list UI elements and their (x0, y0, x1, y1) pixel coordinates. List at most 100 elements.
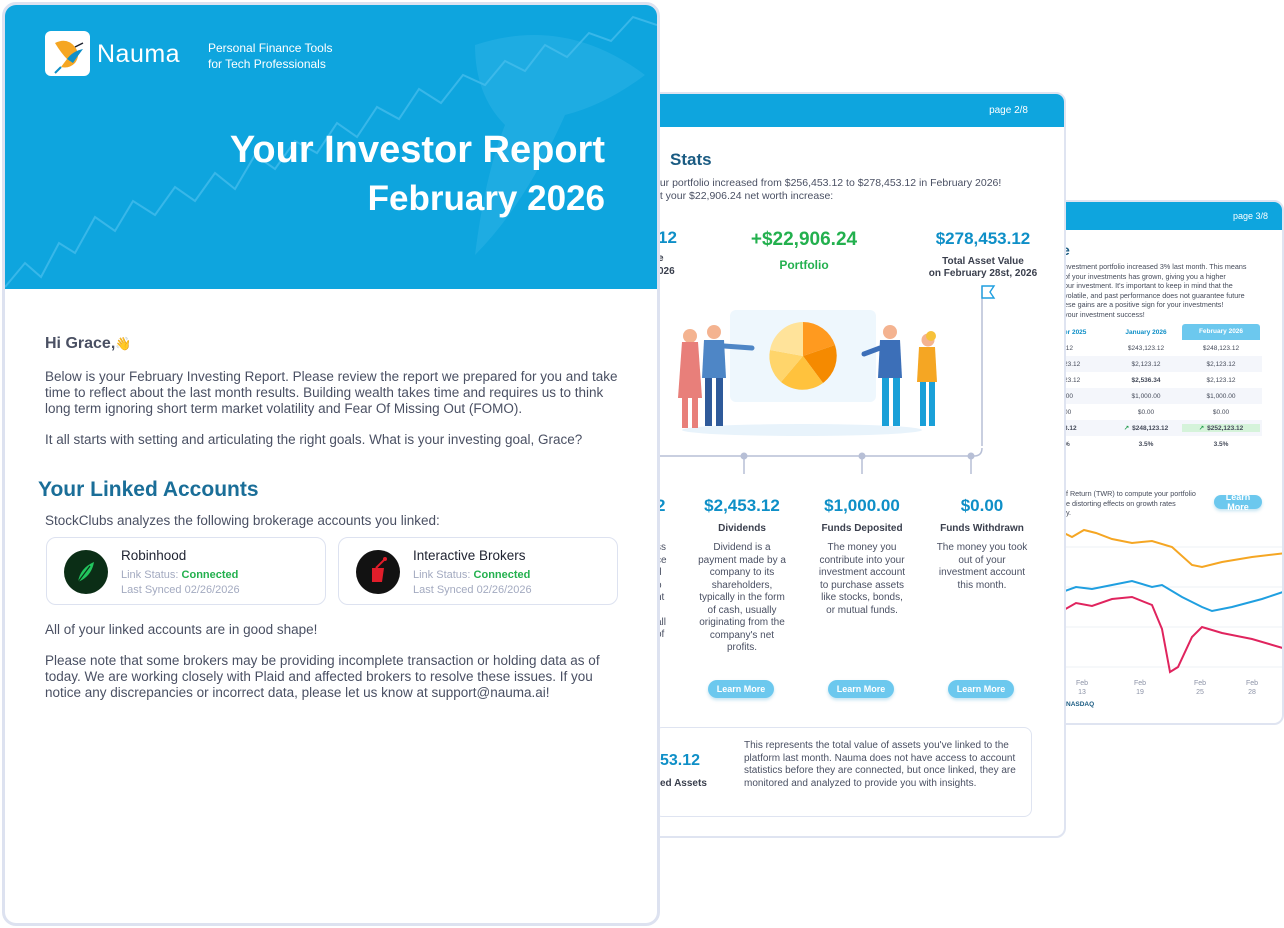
broker-card-interactive-brokers[interactable]: Interactive Brokers Link Status: Connect… (338, 537, 618, 605)
feather-icon (77, 562, 94, 583)
broker-data-note: Please note that some brokers may be pro… (45, 653, 600, 700)
greeting-text: Hi Grace, (45, 335, 116, 352)
tagline-line: Personal Finance Tools (208, 41, 333, 55)
stat-label: e (658, 253, 664, 264)
funds-deposited-learn-more-button[interactable]: Learn More (828, 680, 894, 698)
performance-line-chart (1062, 528, 1282, 674)
table-cell: $243,123.12 (1127, 344, 1165, 352)
stat-value: +$22,906.24 (750, 229, 858, 250)
trend-up-icon: ↗ (1123, 425, 1130, 432)
portfolio-illustration (642, 285, 996, 474)
table-header-row: er 2025 January 2026 February 2026 (1060, 324, 1262, 340)
monthly-comparison-table: er 2025 January 2026 February 2026 .12 $… (1060, 324, 1262, 452)
table-cell: $1,000.00 (1206, 392, 1236, 400)
interactive-brokers-logo (356, 550, 400, 594)
linked-assets-label: ed Assets (660, 778, 707, 789)
subtitle-line: our portfolio increased from $256,453.12… (654, 177, 1002, 189)
linked-accounts-title: Your Linked Accounts (38, 478, 259, 501)
goals-paragraph: It all starts with setting and articulat… (45, 432, 583, 447)
stat-column-left-fragment: 2 (656, 496, 665, 516)
report-title: Your Investor Report (229, 129, 605, 171)
table-cell: % (1064, 440, 1070, 448)
brand-tagline: Personal Finance Tools for Tech Professi… (208, 41, 333, 72)
table-cell: 3.5% (1138, 440, 1154, 448)
table-cell: .12 (1064, 344, 1074, 352)
pie-chart-graphic (769, 322, 837, 390)
table-cell: $248,123.12 (1202, 344, 1240, 352)
broker-last-synced: Last Synced 02/26/2026 (413, 584, 532, 596)
stat-label: Portfolio (779, 258, 829, 272)
page-2-label: page 2/8 (989, 105, 1028, 116)
broker-last-synced: Last Synced 02/26/2026 (121, 584, 240, 596)
paragraph-line: our investment. It's important to keep i… (1064, 281, 1233, 291)
table-header-cell: January 2026 (1125, 328, 1167, 336)
chart-legend-nasdaq: NASDAQ (1066, 701, 1095, 708)
stat-value: 12 (658, 228, 677, 247)
stat-value: 2 (656, 496, 666, 515)
table-cell: ↗ $248,123.12 (1110, 424, 1182, 432)
dividends-learn-more-button[interactable]: Learn More (708, 680, 774, 698)
paragraph-line: ey. (1062, 508, 1072, 518)
stat-label: 026 (658, 266, 675, 277)
intro-paragraph: Below is your February Investing Report.… (45, 369, 618, 416)
page-3-paragraph: nvestment portfolio increased 3% last mo… (1064, 262, 1276, 320)
table-row: 23.12 $2,123.12 $2,123.12 (1060, 356, 1262, 372)
broker-link-status: Link Status: Connected (413, 569, 531, 581)
stat-value: $0.00 (960, 496, 1004, 515)
page-3-label: page 3/8 (1232, 211, 1268, 221)
report-page-2: page 2/8 Stats our portfolio increased f… (640, 92, 1066, 838)
twr-paragraph: of Return (TWR) to compute your portfoli… (1062, 489, 1202, 518)
series-line-orange (1062, 528, 1282, 569)
table-row: % 3.5% 3.5% (1060, 436, 1262, 452)
flag-icon (981, 285, 996, 299)
funds-deposited-description: The money you contribute into your inves… (818, 542, 906, 616)
stat-funds-deposited: $1,000.00 Funds Deposited (808, 496, 916, 534)
stat-label: on February 28st, 2026 (928, 268, 1038, 279)
paragraph-line: he distorting effects on growth rates (1062, 498, 1176, 508)
stat-label: Funds Withdrawn (940, 523, 1024, 534)
table-row: .00 $1,000.00 $1,000.00 (1060, 388, 1262, 404)
table-row: .12 $243,123.12 $248,123.12 (1060, 340, 1262, 356)
table-cell: $2,123.12 (1206, 360, 1236, 368)
tagline-line: for Tech Professionals (208, 56, 326, 71)
table-row: 00 $0.00 $0.00 (1060, 404, 1262, 420)
series-line-red (1062, 595, 1282, 674)
page-2-subtitle: our portfolio increased from $256,453.12… (654, 177, 1054, 203)
status-badge: Connected (181, 569, 239, 581)
greeting: Hi Grace,👋 (45, 335, 131, 353)
trend-up-icon: ↗ (1198, 425, 1205, 432)
x-axis-tick: Feb 19 (1133, 680, 1147, 696)
ib-logo-icon (372, 557, 387, 582)
x-axis-tick: Feb 28 (1245, 680, 1259, 696)
table-cell: ↗ $252,123.12 (1182, 424, 1260, 432)
table-cell: 23.12 (1064, 360, 1081, 368)
people-left-graphic (678, 325, 755, 428)
broker-card-robinhood[interactable]: Robinhood Link Status: Connected Last Sy… (46, 537, 326, 605)
funds-withdrawn-learn-more-button[interactable]: Learn More (948, 680, 1014, 698)
broker-name: Interactive Brokers (413, 548, 526, 563)
table-header-cell: er 2025 (1064, 328, 1087, 336)
table-cell-value: $252,123.12 (1207, 425, 1244, 432)
table-header-cell: February 2026 (1182, 324, 1260, 340)
stat-funds-withdrawn: $0.00 Funds Withdrawn (928, 496, 1036, 534)
report-header-banner: Nauma Personal Finance Tools for Tech Pr… (5, 5, 657, 289)
table-cell: .00 (1064, 392, 1074, 400)
stat-portfolio-change: +$22,906.24 Portfolio (736, 229, 872, 272)
twr-learn-more-button[interactable]: Learn More (1214, 492, 1262, 512)
funds-withdrawn-description: The money you took out of your investmen… (936, 542, 1028, 591)
paragraph-line: of Return (TWR) to compute your portfoli… (1062, 489, 1196, 498)
stat-dividends: $2,453.12 Dividends (688, 496, 796, 534)
background-chart-decoration (5, 15, 657, 288)
table-row: 23.12 $2,536.34 $2,123.12 (1060, 372, 1262, 388)
series-line-blue (1062, 579, 1282, 613)
table-cell: $2,123.12 (1131, 360, 1161, 368)
stat-value: $2,453.12 (704, 496, 780, 515)
linked-assets-description: This represents the total value of asset… (744, 740, 1016, 789)
page-2-title: Stats (670, 150, 712, 169)
status-badge: Connected (473, 569, 531, 581)
paragraph-line: nvestment portfolio increased 3% last mo… (1064, 262, 1247, 271)
table-row-total: 3.12 ↗ $248,123.12 ↗ $252,123.12 (1060, 420, 1262, 436)
stat-label: Funds Deposited (821, 523, 903, 534)
table-cell: 00 (1064, 408, 1072, 416)
brand-name: Nauma (97, 40, 181, 68)
